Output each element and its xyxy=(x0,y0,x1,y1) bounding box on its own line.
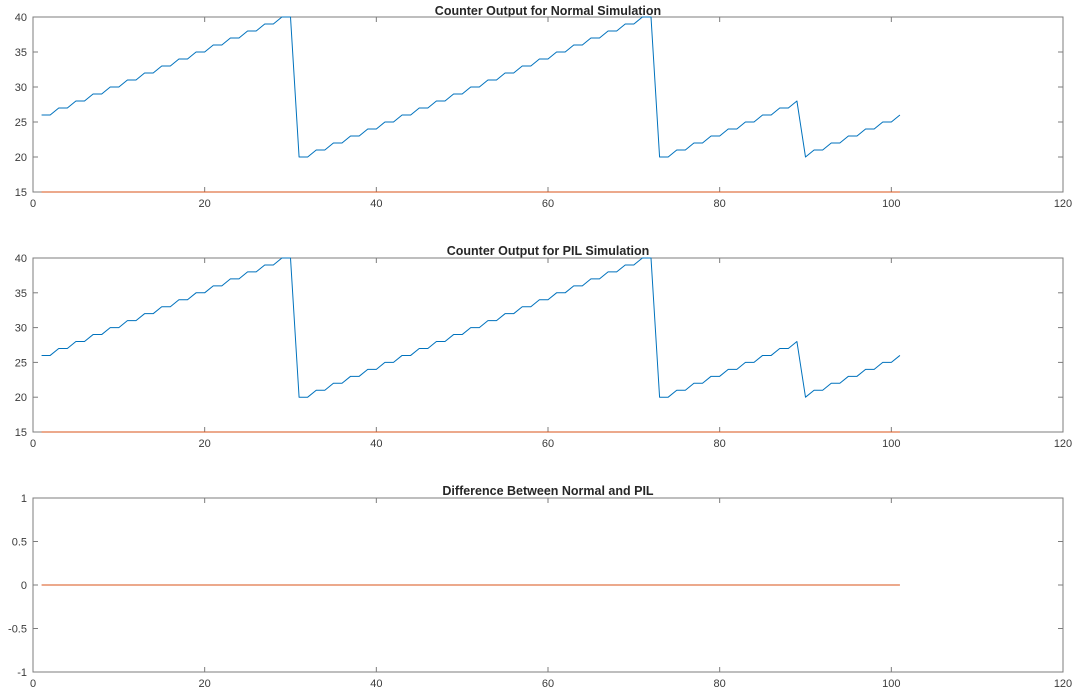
chart-title-pil-simulation: Counter Output for PIL Simulation xyxy=(447,244,650,258)
x-tick-label: 0 xyxy=(30,438,36,450)
x-tick-label: 0 xyxy=(30,678,36,690)
y-tick-label: 35 xyxy=(15,288,27,300)
subplot-pil-simulation: 0 20 40 60 80 100 120 15 20 25 30 35 40 xyxy=(15,253,1072,450)
y-tick-label: 25 xyxy=(15,357,27,369)
y-tick-label: -0.5 xyxy=(8,624,27,636)
axes-box xyxy=(32,16,1064,193)
x-tick-label: 20 xyxy=(199,198,211,210)
chart-title-difference: Difference Between Normal and PIL xyxy=(442,484,654,498)
axes-box xyxy=(32,257,1064,433)
x-tick-label: 80 xyxy=(714,198,726,210)
y-tick-label: 20 xyxy=(15,152,27,164)
x-tick-label: 20 xyxy=(199,438,211,450)
y-tick-label: 40 xyxy=(15,12,27,24)
x-tick-label: 80 xyxy=(714,438,726,450)
y-tick-label: -1 xyxy=(17,667,27,679)
x-tick-label: 20 xyxy=(199,678,211,690)
x-tick-label: 100 xyxy=(882,198,900,210)
x-tick-label: 0 xyxy=(30,198,36,210)
x-tick-label: 40 xyxy=(370,678,382,690)
x-tick-label: 100 xyxy=(882,678,900,690)
y-tick-label: 30 xyxy=(15,82,27,94)
x-tick-label: 120 xyxy=(1054,678,1072,690)
y-tick-label: 0 xyxy=(21,580,27,592)
x-tick-label: 60 xyxy=(542,678,554,690)
x-tick-label: 100 xyxy=(882,438,900,450)
x-tick-label: 120 xyxy=(1054,198,1072,210)
x-tick-label: 40 xyxy=(370,198,382,210)
y-tick-label: 40 xyxy=(15,253,27,265)
y-tick-label: 15 xyxy=(15,187,27,199)
y-tick-label: 20 xyxy=(15,392,27,404)
y-tick-label: 1 xyxy=(21,493,27,505)
y-tick-label: 25 xyxy=(15,117,27,129)
chart-title-normal-simulation: Counter Output for Normal Simulation xyxy=(435,4,661,18)
y-tick-label: 0.5 xyxy=(12,537,27,549)
y-tick-label: 30 xyxy=(15,323,27,335)
x-tick-label: 60 xyxy=(542,198,554,210)
subplot-difference: 0 20 40 60 80 100 120 -1 -0.5 0 0.5 1 xyxy=(8,493,1072,690)
series-counter-output xyxy=(41,257,901,398)
x-tick-label: 40 xyxy=(370,438,382,450)
x-tick-label: 60 xyxy=(542,438,554,450)
x-tick-label: 80 xyxy=(714,678,726,690)
y-tick-label: 35 xyxy=(15,47,27,59)
series-counter-output xyxy=(41,16,901,158)
subplot-normal-simulation: 0 20 40 60 80 100 120 15 20 25 30 35 40 xyxy=(15,12,1072,210)
y-tick-label: 15 xyxy=(15,427,27,439)
x-tick-label: 120 xyxy=(1054,438,1072,450)
